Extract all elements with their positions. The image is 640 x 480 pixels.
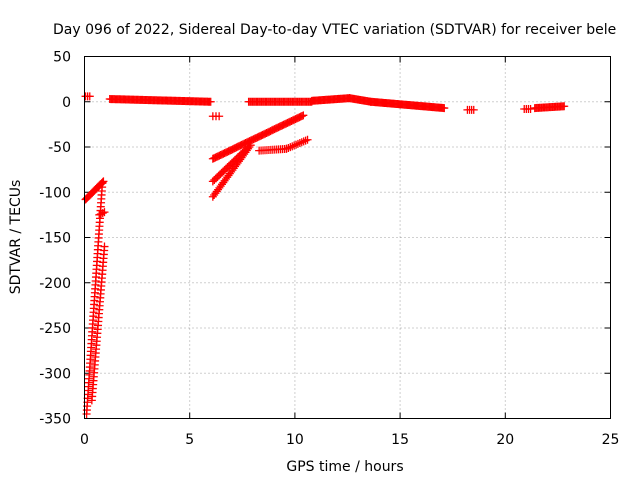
data-point — [286, 143, 295, 152]
data-point — [292, 140, 301, 149]
x-tick-label: 5 — [185, 432, 194, 448]
data-point — [297, 138, 306, 147]
data-point — [560, 102, 569, 111]
y-tick-label: 0 — [62, 95, 71, 111]
grid — [84, 56, 611, 419]
y-tick-label: -50 — [48, 140, 71, 156]
data-point — [96, 209, 105, 218]
x-tick-label: 20 — [496, 432, 514, 448]
data-point — [290, 141, 299, 150]
data-point — [299, 111, 308, 120]
y-axis-label: SDTVAR / TECUs — [8, 180, 24, 295]
data-points — [81, 92, 569, 418]
y-tick-label: -350 — [39, 412, 71, 428]
data-point — [98, 179, 107, 188]
data-point — [215, 112, 224, 121]
data-point — [85, 92, 94, 101]
y-tick-label: -150 — [39, 231, 71, 247]
y-tick-label: -200 — [39, 276, 71, 292]
data-point — [293, 139, 302, 148]
data-point — [295, 139, 304, 148]
axis-ticks — [84, 56, 611, 419]
data-point — [301, 136, 310, 145]
x-tick-label: 15 — [391, 432, 409, 448]
x-tick-label: 0 — [80, 432, 89, 448]
x-tick-label: 25 — [602, 432, 620, 448]
plot-frame — [84, 56, 611, 419]
data-point — [100, 242, 109, 251]
tick-labels: 50 0 -50 -100 -150 -200 -250 -300 -350 0 5 10 15 20 25 — [39, 50, 619, 449]
data-point — [246, 141, 255, 150]
y-tick-label: -100 — [39, 185, 71, 201]
data-point — [95, 210, 104, 219]
data-point — [282, 144, 291, 153]
data-point — [206, 97, 215, 106]
data-point — [99, 177, 108, 186]
data-point — [440, 104, 449, 113]
x-tick-label: 10 — [286, 432, 304, 448]
y-tick-label: -250 — [39, 321, 71, 337]
x-axis-label: GPS time / hours — [286, 459, 403, 475]
data-point — [245, 142, 254, 151]
data-point — [469, 105, 478, 114]
data-point — [98, 209, 107, 218]
chart-title: Day 096 of 2022, Sidereal Day-to-day VTE… — [53, 22, 616, 38]
data-point — [299, 137, 308, 146]
data-point — [303, 135, 312, 144]
data-point — [284, 143, 293, 152]
data-point — [100, 208, 109, 217]
data-point — [526, 104, 535, 113]
data-point — [288, 142, 297, 151]
y-tick-label: 50 — [53, 50, 71, 66]
y-tick-label: -300 — [39, 366, 71, 382]
